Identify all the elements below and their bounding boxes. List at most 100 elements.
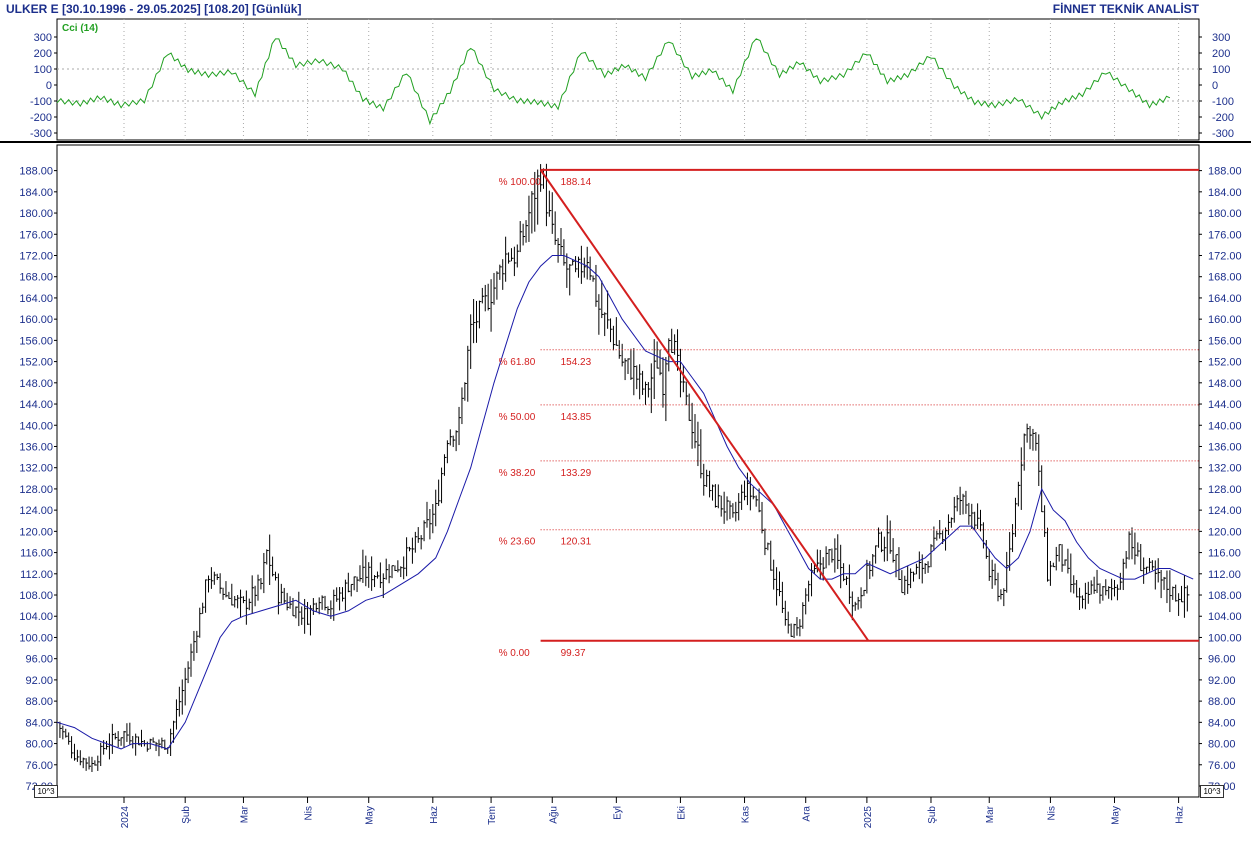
fib-value-label: 99.37 <box>561 648 586 659</box>
x-tick-label: Mar <box>985 805 996 823</box>
price-y-tick-right: 112.00 <box>1208 569 1241 581</box>
price-y-tick-right: 92.00 <box>1208 675 1236 687</box>
price-y-tick-left: 116.00 <box>20 548 53 560</box>
price-y-tick-right: 148.00 <box>1208 378 1242 390</box>
fib-value-label: 154.23 <box>561 357 592 368</box>
fib-percent-label: % 23.60 <box>499 537 536 548</box>
price-y-tick-left: 96.00 <box>25 654 53 666</box>
cci-line <box>56 38 1171 126</box>
price-y-tick-right: 140.00 <box>1208 420 1242 432</box>
x-tick-label: 2025 <box>863 806 874 829</box>
price-y-tick-right: 168.00 <box>1208 272 1242 284</box>
price-y-tick-right: 80.00 <box>1208 739 1236 751</box>
price-y-tick-right: 76.00 <box>1208 760 1236 772</box>
x-tick-label: Haz <box>1175 806 1186 824</box>
price-y-tick-left: 156.00 <box>19 335 53 347</box>
x-tick-label: Tem <box>487 806 498 825</box>
price-y-tick-right: 120.00 <box>1208 526 1242 538</box>
price-y-tick-right: 144.00 <box>1208 399 1242 411</box>
price-y-tick-left: 104.00 <box>19 611 53 623</box>
cci-panel-title: Cci (14) <box>62 23 98 34</box>
brand-label: FİNNET TEKNİK ANALİST <box>1052 2 1199 16</box>
price-y-tick-right: 124.00 <box>1208 505 1242 517</box>
cci-y-tick-left: -100 <box>30 96 52 108</box>
cci-panel-frame <box>56 18 1200 141</box>
x-tick-label: Ağu <box>548 806 559 824</box>
price-y-tick-right: 96.00 <box>1208 654 1236 666</box>
price-y-tick-left: 168.00 <box>19 272 53 284</box>
price-y-tick-left: 128.00 <box>19 484 53 496</box>
price-y-tick-left: 92.00 <box>25 675 53 687</box>
price-y-tick-right: 128.00 <box>1208 484 1242 496</box>
fib-value-label: 143.85 <box>561 412 592 423</box>
moving-average-line <box>56 255 1194 750</box>
x-tick-label: May <box>1111 806 1122 825</box>
price-y-tick-left: 172.00 <box>19 250 53 262</box>
cci-y-tick-right: 200 <box>1212 48 1230 60</box>
price-y-tick-right: 116.00 <box>1208 548 1241 560</box>
price-y-tick-left: 88.00 <box>25 696 53 708</box>
price-y-tick-right: 172.00 <box>1208 250 1242 262</box>
price-y-tick-right: 104.00 <box>1208 611 1242 623</box>
cci-y-tick-left: 300 <box>34 32 52 44</box>
price-y-tick-right: 176.00 <box>1208 229 1242 241</box>
fib-percent-label: % 38.20 <box>499 468 536 479</box>
fib-percent-label: % 0.00 <box>499 648 531 659</box>
fib-value-label: 188.14 <box>561 177 592 188</box>
price-y-tick-left: 136.00 <box>19 441 53 453</box>
price-y-tick-right: 156.00 <box>1208 335 1242 347</box>
price-y-tick-left: 176.00 <box>19 229 53 241</box>
price-y-tick-right: 136.00 <box>1208 441 1242 453</box>
cci-y-tick-right: 0 <box>1212 80 1218 92</box>
fib-percent-label: % 100.00 <box>499 177 542 188</box>
cci-y-tick-left: 0 <box>46 80 52 92</box>
cci-y-tick-left: -300 <box>30 128 52 140</box>
price-panel-frame <box>56 144 1200 798</box>
x-tick-label: Eyl <box>612 806 623 820</box>
x-tick-label: 2024 <box>120 806 131 829</box>
cci-y-tick-left: -200 <box>30 112 52 124</box>
x-tick-label: Mar <box>239 805 250 823</box>
price-y-tick-left: 188.00 <box>19 166 53 178</box>
left-unit-label: 10^3 <box>34 785 58 798</box>
price-y-tick-right: 88.00 <box>1208 696 1236 708</box>
price-y-tick-left: 148.00 <box>19 378 53 390</box>
price-y-tick-left: 80.00 <box>25 739 53 751</box>
cci-y-tick-left: 100 <box>34 64 52 76</box>
price-y-tick-left: 76.00 <box>25 760 53 772</box>
price-y-tick-right: 84.00 <box>1208 717 1236 729</box>
price-y-tick-left: 100.00 <box>19 632 53 644</box>
price-y-tick-left: 164.00 <box>19 293 53 305</box>
price-y-tick-right: 180.00 <box>1208 208 1242 220</box>
x-tick-label: May <box>365 806 376 825</box>
right-unit-label: 10^3 <box>1200 785 1224 798</box>
price-y-tick-right: 108.00 <box>1208 590 1242 602</box>
price-y-tick-left: 144.00 <box>19 399 53 411</box>
price-y-tick-right: 164.00 <box>1208 293 1242 305</box>
price-y-tick-left: 124.00 <box>19 505 53 517</box>
fib-value-label: 120.31 <box>561 537 592 548</box>
cci-y-tick-right: -100 <box>1212 96 1234 108</box>
price-y-tick-left: 120.00 <box>19 526 53 538</box>
fib-percent-label: % 50.00 <box>499 412 536 423</box>
price-y-tick-left: 140.00 <box>19 420 53 432</box>
price-y-tick-right: 152.00 <box>1208 357 1242 369</box>
price-y-tick-left: 108.00 <box>19 590 53 602</box>
cci-y-tick-right: 100 <box>1212 64 1230 76</box>
cci-y-tick-right: 300 <box>1212 32 1230 44</box>
x-tick-label: Şub <box>181 806 192 824</box>
fib-value-label: 133.29 <box>561 468 592 479</box>
chart-title: ULKER E [30.10.1996 - 29.05.2025] [108.2… <box>6 2 302 16</box>
price-y-tick-left: 184.00 <box>19 187 53 199</box>
x-tick-label: Nis <box>1046 806 1057 820</box>
x-tick-label: Haz <box>429 806 440 824</box>
x-tick-label: Kas <box>741 806 752 823</box>
price-y-tick-left: 152.00 <box>19 357 53 369</box>
price-y-tick-left: 84.00 <box>25 717 53 729</box>
price-y-tick-left: 180.00 <box>19 208 53 220</box>
price-y-tick-left: 112.00 <box>20 569 53 581</box>
x-tick-label: Ara <box>802 806 813 822</box>
x-tick-label: Eki <box>676 806 687 820</box>
cci-y-tick-right: -300 <box>1212 128 1234 140</box>
